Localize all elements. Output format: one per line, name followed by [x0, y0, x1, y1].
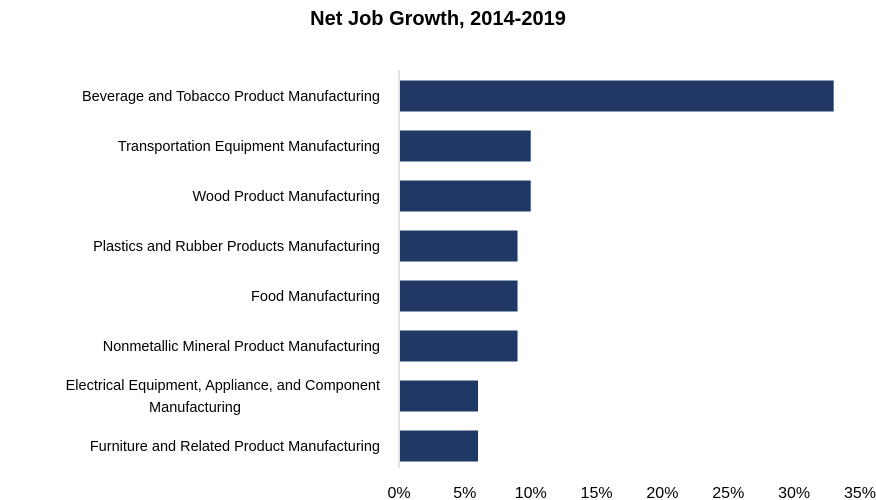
category-label: Electrical Equipment, Appliance, and Com…	[66, 378, 380, 394]
x-tick-label: 15%	[581, 485, 613, 500]
x-tick-label: 25%	[712, 485, 744, 500]
bar	[400, 130, 531, 162]
bar	[400, 330, 518, 362]
category-label: Beverage and Tobacco Product Manufacturi…	[82, 89, 380, 105]
bar	[400, 230, 518, 262]
x-tick-label: 10%	[515, 485, 547, 500]
chart-title: Net Job Growth, 2014-2019	[310, 8, 566, 30]
bar	[400, 280, 518, 312]
bar	[400, 80, 834, 112]
category-label: Nonmetallic Mineral Product Manufacturin…	[103, 339, 380, 355]
category-label: Wood Product Manufacturing	[192, 189, 380, 205]
category-label: Plastics and Rubber Products Manufacturi…	[93, 239, 380, 255]
bar	[400, 380, 479, 412]
x-tick-label: 5%	[453, 485, 476, 500]
category-label: Manufacturing	[149, 400, 241, 416]
category-label: Food Manufacturing	[251, 289, 380, 305]
x-tick-label: 0%	[387, 485, 410, 500]
x-tick-label: 35%	[844, 485, 876, 500]
x-tick-label: 30%	[778, 485, 810, 500]
category-label: Transportation Equipment Manufacturing	[118, 139, 380, 155]
category-label: Furniture and Related Product Manufactur…	[90, 439, 380, 455]
x-tick-label: 20%	[646, 485, 678, 500]
bar	[400, 430, 479, 462]
bar	[400, 180, 531, 212]
